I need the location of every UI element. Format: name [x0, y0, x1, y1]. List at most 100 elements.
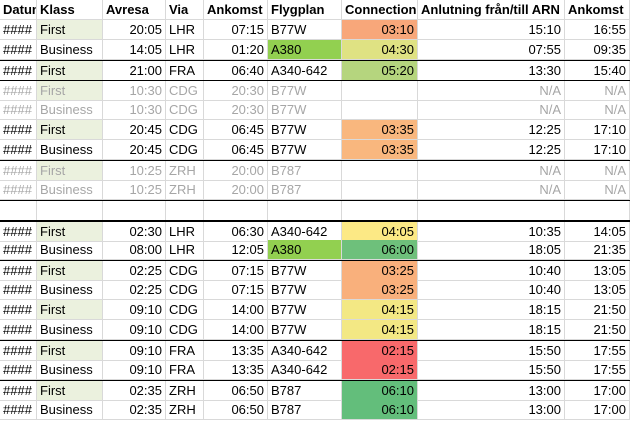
- cell-anlutning[interactable]: 18:15: [418, 300, 565, 320]
- cell-datum[interactable]: ####: [0, 61, 37, 81]
- header-anlutning[interactable]: Anlutning från/till ARN: [418, 0, 565, 20]
- cell-datum[interactable]: ####: [0, 180, 37, 200]
- cell-flygplan[interactable]: A380: [268, 240, 342, 260]
- cell-klass[interactable]: Business: [37, 400, 103, 420]
- cell-avresa[interactable]: 09:10: [103, 341, 166, 361]
- cell-ankomst[interactable]: 06:50: [204, 381, 268, 401]
- cell-ankomst-2[interactable]: 13:05: [565, 261, 630, 281]
- cell-flygplan[interactable]: B77W: [268, 300, 342, 320]
- cell-ankomst[interactable]: 13:35: [204, 341, 268, 361]
- cell-flygplan[interactable]: A380: [268, 40, 342, 60]
- cell-flygplan[interactable]: B77W: [268, 280, 342, 300]
- cell-datum[interactable]: ####: [0, 240, 37, 260]
- cell-ankomst[interactable]: 07:15: [204, 20, 268, 40]
- cell-connection[interactable]: 06:10: [342, 381, 418, 401]
- cell-connection[interactable]: 02:15: [342, 341, 418, 361]
- header-avresa[interactable]: Avresa: [103, 0, 166, 20]
- cell-ankomst[interactable]: 20:30: [204, 81, 268, 101]
- cell-ankomst-2[interactable]: 21:35: [565, 240, 630, 260]
- cell-datum[interactable]: ####: [0, 222, 37, 242]
- header-connection[interactable]: Connection: [342, 0, 418, 20]
- cell-datum[interactable]: ####: [0, 120, 37, 140]
- cell-via[interactable]: CDG: [166, 140, 204, 160]
- cell-connection[interactable]: 05:20: [342, 61, 418, 81]
- cell-anlutning[interactable]: 10:40: [418, 280, 565, 300]
- cell-connection[interactable]: 06:00: [342, 240, 418, 260]
- cell-ankomst-2[interactable]: 21:50: [565, 320, 630, 340]
- cell-ankomst[interactable]: [204, 201, 268, 221]
- cell-klass[interactable]: Business: [37, 180, 103, 200]
- cell-avresa[interactable]: 02:35: [103, 381, 166, 401]
- cell-anlutning[interactable]: [418, 201, 565, 221]
- cell-flygplan[interactable]: B77W: [268, 140, 342, 160]
- header-ankomst[interactable]: Ankomst: [204, 0, 268, 20]
- cell-avresa[interactable]: 02:25: [103, 280, 166, 300]
- cell-klass[interactable]: First: [37, 381, 103, 401]
- cell-ankomst-2[interactable]: 21:50: [565, 300, 630, 320]
- header-klass[interactable]: Klass: [37, 0, 103, 20]
- cell-klass[interactable]: First: [37, 341, 103, 361]
- cell-connection[interactable]: 04:30: [342, 40, 418, 60]
- cell-avresa[interactable]: 09:10: [103, 320, 166, 340]
- cell-connection[interactable]: 03:35: [342, 120, 418, 140]
- cell-via[interactable]: [166, 201, 204, 221]
- cell-connection[interactable]: [342, 180, 418, 200]
- cell-via[interactable]: ZRH: [166, 400, 204, 420]
- cell-ankomst-2[interactable]: N/A: [565, 100, 630, 120]
- cell-anlutning[interactable]: 15:50: [418, 341, 565, 361]
- cell-datum[interactable]: ####: [0, 320, 37, 340]
- cell-ankomst[interactable]: 06:40: [204, 61, 268, 81]
- cell-via[interactable]: CDG: [166, 261, 204, 281]
- cell-via[interactable]: ZRH: [166, 381, 204, 401]
- cell-avresa[interactable]: 21:00: [103, 61, 166, 81]
- cell-ankomst-2[interactable]: 09:35: [565, 40, 630, 60]
- cell-flygplan[interactable]: A340-642: [268, 341, 342, 361]
- cell-klass[interactable]: Business: [37, 360, 103, 380]
- cell-ankomst[interactable]: 14:00: [204, 300, 268, 320]
- cell-via[interactable]: ZRH: [166, 161, 204, 181]
- cell-connection[interactable]: 06:10: [342, 400, 418, 420]
- cell-ankomst[interactable]: 06:45: [204, 140, 268, 160]
- cell-datum[interactable]: ####: [0, 81, 37, 101]
- cell-ankomst-2[interactable]: N/A: [565, 81, 630, 101]
- cell-klass[interactable]: First: [37, 81, 103, 101]
- cell-avresa[interactable]: 08:00: [103, 240, 166, 260]
- cell-via[interactable]: CDG: [166, 300, 204, 320]
- cell-connection[interactable]: 03:10: [342, 20, 418, 40]
- cell-datum[interactable]: ####: [0, 400, 37, 420]
- cell-ankomst[interactable]: 20:00: [204, 161, 268, 181]
- cell-klass[interactable]: Business: [37, 140, 103, 160]
- cell-anlutning[interactable]: 10:40: [418, 261, 565, 281]
- cell-flygplan[interactable]: B77W: [268, 320, 342, 340]
- cell-via[interactable]: CDG: [166, 320, 204, 340]
- cell-via[interactable]: ZRH: [166, 180, 204, 200]
- cell-via[interactable]: FRA: [166, 341, 204, 361]
- cell-ankomst[interactable]: 12:05: [204, 240, 268, 260]
- cell-klass[interactable]: First: [37, 61, 103, 81]
- cell-avresa[interactable]: 09:10: [103, 300, 166, 320]
- cell-datum[interactable]: [0, 201, 37, 221]
- cell-via[interactable]: CDG: [166, 81, 204, 101]
- cell-flygplan[interactable]: B787: [268, 381, 342, 401]
- cell-ankomst-2[interactable]: 17:00: [565, 381, 630, 401]
- cell-klass[interactable]: First: [37, 20, 103, 40]
- cell-datum[interactable]: ####: [0, 40, 37, 60]
- cell-datum[interactable]: ####: [0, 300, 37, 320]
- cell-anlutning[interactable]: 13:30: [418, 61, 565, 81]
- cell-anlutning[interactable]: N/A: [418, 81, 565, 101]
- cell-connection[interactable]: 03:35: [342, 140, 418, 160]
- cell-ankomst-2[interactable]: N/A: [565, 161, 630, 181]
- cell-avresa[interactable]: 20:05: [103, 20, 166, 40]
- cell-ankomst[interactable]: 20:30: [204, 100, 268, 120]
- cell-klass[interactable]: First: [37, 120, 103, 140]
- cell-connection[interactable]: 04:15: [342, 300, 418, 320]
- cell-ankomst-2[interactable]: 13:05: [565, 280, 630, 300]
- cell-anlutning[interactable]: 13:00: [418, 381, 565, 401]
- cell-flygplan[interactable]: A340-642: [268, 61, 342, 81]
- cell-ankomst-2[interactable]: 15:40: [565, 61, 630, 81]
- cell-via[interactable]: CDG: [166, 280, 204, 300]
- cell-anlutning[interactable]: 18:05: [418, 240, 565, 260]
- cell-avresa[interactable]: 10:30: [103, 81, 166, 101]
- cell-connection[interactable]: [342, 161, 418, 181]
- cell-klass[interactable]: First: [37, 261, 103, 281]
